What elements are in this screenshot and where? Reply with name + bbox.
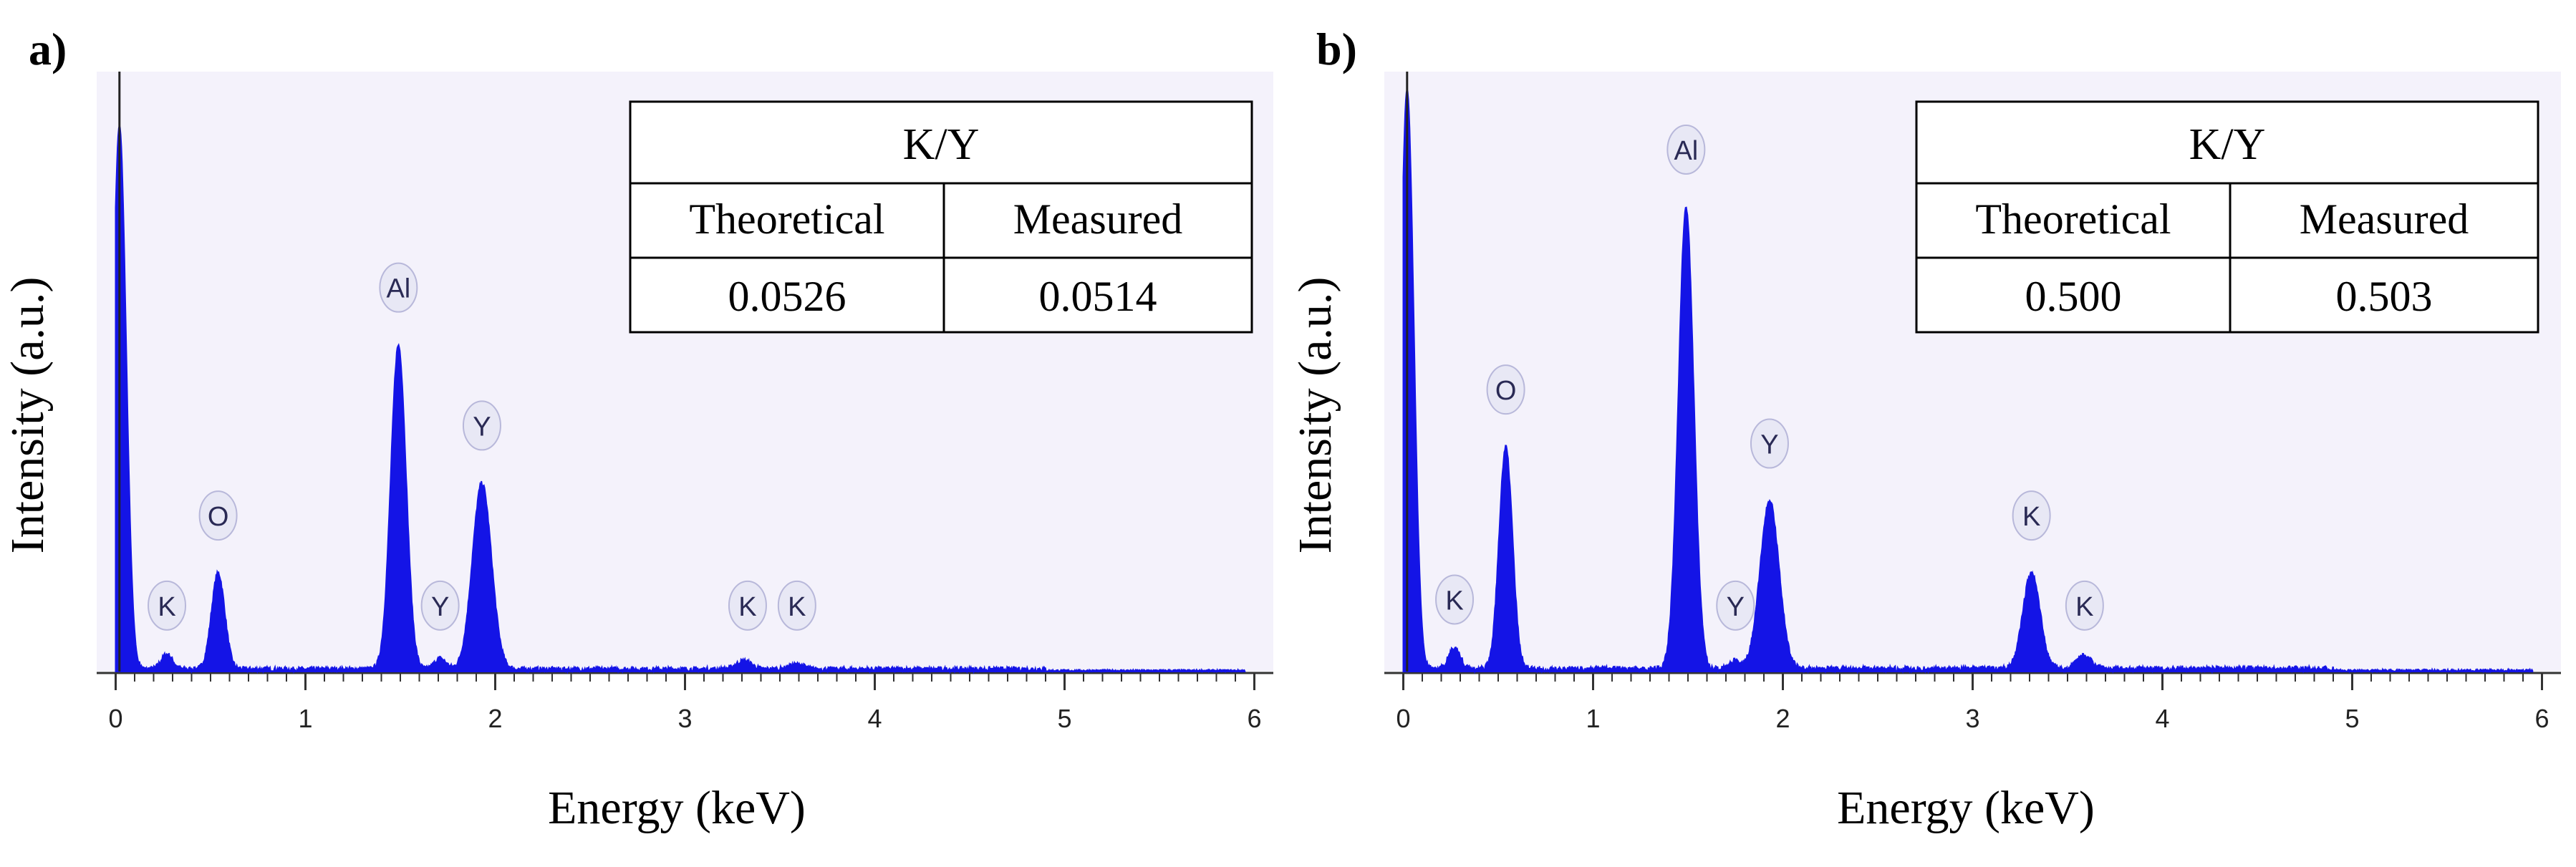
x-tick-label: 6 (1247, 704, 1261, 733)
element-label-badge (777, 580, 816, 631)
element-label-text: Y (473, 412, 491, 442)
x-tick-label: 3 (1965, 704, 1979, 733)
element-label-badge (728, 580, 767, 631)
element-label-text: O (1495, 376, 1517, 406)
panel-a-y-axis-label: Intensity (a.u.) (1, 277, 54, 554)
element-label-badge (1435, 574, 1475, 625)
element-label: K (2012, 490, 2051, 541)
panel-a-ratio-table: K/Y Theoretical Measured 0.0526 0.0514 (629, 100, 1253, 334)
element-label: K (148, 580, 187, 631)
ratio-table-value-measured: 0.503 (2336, 273, 2433, 320)
element-label-badge (1716, 580, 1755, 631)
x-tick-label: 5 (1057, 704, 1071, 733)
element-label: K (777, 580, 816, 631)
element-label: O (198, 490, 238, 541)
panel-a-x-axis-label: Energy (keV) (548, 782, 806, 834)
ratio-table-value-theoretical: 0.500 (2025, 273, 2122, 320)
element-label-text: K (788, 592, 806, 622)
panel-b-y-axis-label: Intensity (a.u.) (1289, 277, 1341, 554)
panel-b-x-ticks: 0 1 2 3 4 5 6 (1384, 672, 2561, 733)
panel-b-ratio-table: K/Y Theoretical Measured 0.500 0.503 (1915, 100, 2539, 334)
element-label: K (2065, 580, 2104, 631)
element-label-badge (462, 400, 501, 451)
element-label-badge (148, 580, 187, 631)
ratio-table-border (629, 100, 1253, 334)
element-label: Al (1666, 124, 1706, 175)
element-label-text: K (738, 592, 756, 622)
ratio-table-border (1915, 100, 2539, 334)
element-label-text: Y (431, 592, 449, 622)
panel-b-spectrum (1402, 72, 2534, 674)
element-label: O (1486, 364, 1525, 415)
panel-a: a) 0 1 2 3 4 5 6 K O Al Y Y K K K/Y Theoretical Meas… (1, 24, 1273, 834)
panel-a-x-ticks: 0 1 2 3 4 5 6 (97, 672, 1273, 733)
element-label-badge (198, 490, 238, 541)
element-label-text: Y (1760, 430, 1778, 460)
element-label: Y (1750, 418, 1789, 469)
x-tick-label: 4 (2155, 704, 2169, 733)
element-label: K (728, 580, 767, 631)
element-label-text: K (158, 592, 175, 622)
element-label-badge (2065, 580, 2104, 631)
element-label-badge (420, 580, 460, 631)
x-tick-label: 2 (488, 704, 502, 733)
ratio-table-header-theoretical: Theoretical (1975, 195, 2171, 243)
panel-a-letter: a) (29, 24, 67, 74)
x-tick-label: 3 (677, 704, 692, 733)
ratio-table-title: K/Y (903, 120, 980, 169)
x-tick-label: 2 (1775, 704, 1790, 733)
x-tick-label: 1 (298, 704, 312, 733)
element-label-text: K (2075, 592, 2093, 622)
element-label-text: K (2022, 502, 2040, 532)
element-label-badge (2012, 490, 2051, 541)
element-label-text: Al (1674, 136, 1698, 166)
panel-a-spectrum (115, 72, 1246, 674)
panel-b: b) 0 1 2 3 4 5 6 K O Al Y Y K K K/Y Theoretical Meas… (1289, 24, 2561, 834)
element-label: Y (420, 580, 460, 631)
ratio-table-value-measured: 0.0514 (1039, 273, 1157, 320)
element-label: Al (379, 262, 418, 313)
element-label-text: K (1445, 586, 1463, 616)
element-label-badge (379, 262, 418, 313)
element-label: Y (462, 400, 501, 451)
element-label-text: Al (386, 274, 410, 304)
ratio-table-header-measured: Measured (2300, 195, 2469, 243)
panel-b-letter: b) (1316, 24, 1357, 74)
element-label: K (1435, 574, 1475, 625)
x-tick-label: 0 (1396, 704, 1410, 733)
x-tick-label: 0 (108, 704, 122, 733)
spectrum-area (1402, 89, 2534, 674)
panel-a-element-labels: K O Al Y Y K K (148, 262, 816, 631)
ratio-table-value-theoretical: 0.0526 (728, 273, 846, 320)
element-label-badge (1750, 418, 1789, 469)
element-label-text: O (208, 502, 229, 532)
x-tick-label: 4 (867, 704, 882, 733)
panel-b-element-labels: K O Al Y Y K K (1435, 124, 2104, 631)
x-tick-label: 1 (1586, 704, 1600, 733)
ratio-table-header-measured: Measured (1013, 195, 1183, 243)
spectrum-area (115, 125, 1246, 674)
x-tick-label: 5 (2345, 704, 2359, 733)
element-label: Y (1716, 580, 1755, 631)
ratio-table-header-theoretical: Theoretical (689, 195, 884, 243)
x-tick-label: 6 (2534, 704, 2549, 733)
element-label-text: Y (1727, 592, 1745, 622)
panel-b-x-axis-label: Energy (keV) (1837, 782, 2095, 834)
ratio-table-title: K/Y (2189, 120, 2266, 169)
element-label-badge (1666, 124, 1706, 175)
element-label-badge (1486, 364, 1525, 415)
